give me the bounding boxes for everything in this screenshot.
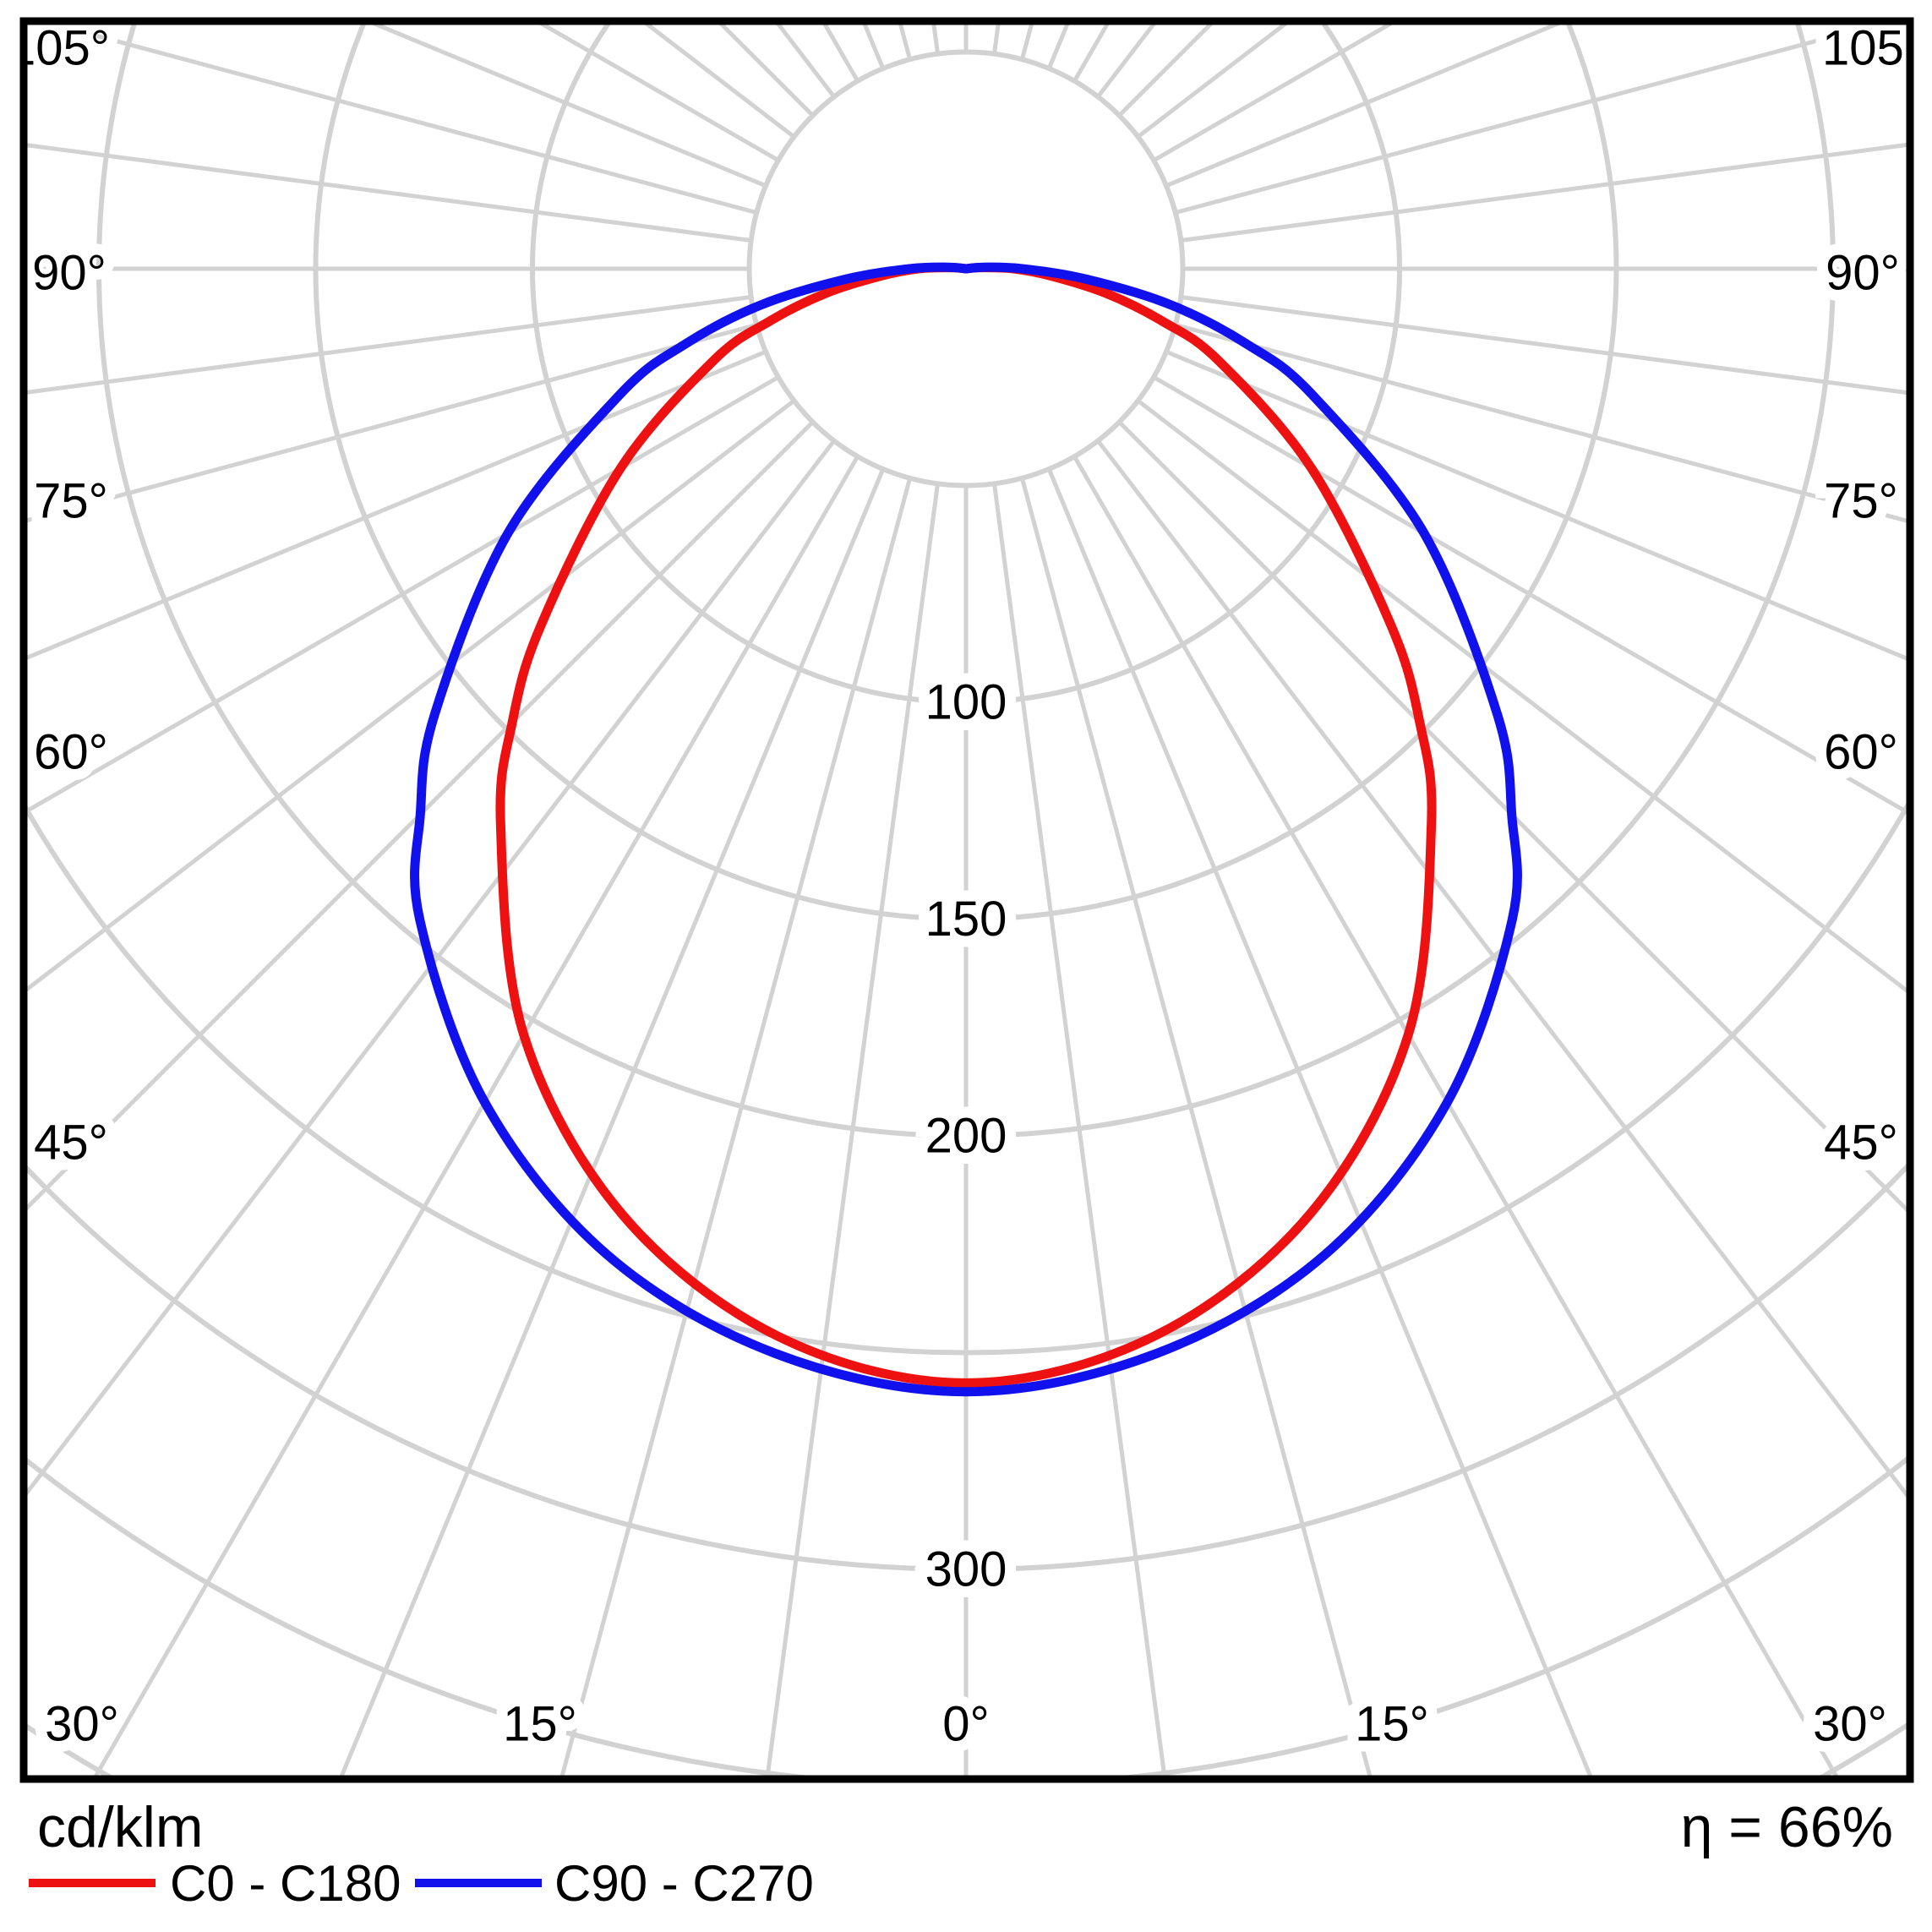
- angle-label-bottom-left-15: 15°: [503, 1697, 577, 1752]
- efficiency-label: η = 66%: [1680, 1795, 1893, 1859]
- angle-label-left-75: 75°: [34, 474, 108, 529]
- grid-spoke: [992, 483, 1167, 1776]
- angle-label-left-60: 60°: [34, 725, 108, 780]
- angle-label-bottom-left-30: 30°: [45, 1697, 119, 1752]
- grid-spoke: [27, 399, 796, 992]
- grid-spoke: [46, 25, 757, 216]
- legend-swatch-red: [29, 1879, 156, 1887]
- angle-label-bottom-0: 0°: [942, 1697, 989, 1752]
- grid-spoke: [339, 468, 886, 1776]
- plot-frame: [19, 17, 1914, 1783]
- grid-spoke: [27, 349, 767, 660]
- angle-label-right-60: 60°: [1824, 725, 1898, 780]
- ring-label-300: 300: [925, 1542, 1007, 1597]
- units-label: cd/klm: [37, 1795, 204, 1859]
- legend-label-c0-c180: C0 - C180: [170, 1854, 401, 1912]
- grid-spoke: [370, 25, 767, 188]
- series-curve-c90-c270: [410, 262, 1522, 1397]
- grid-spoke: [27, 322, 757, 523]
- angle-label-left-45: 45°: [34, 1116, 108, 1171]
- angle-label-bottom-right-30: 30°: [1813, 1697, 1887, 1752]
- grid-spoke: [1072, 455, 1839, 1776]
- grid-spoke: [27, 420, 815, 1211]
- grid-spoke: [1165, 349, 1907, 661]
- grid-spoke: [559, 478, 913, 1776]
- series-curve-c0-c180: [495, 263, 1437, 1388]
- grid-spoke: [1046, 25, 1070, 69]
- grid-spoke: [1175, 322, 1907, 523]
- grid-spoke: [27, 375, 780, 814]
- legend-swatch-blue: [415, 1879, 542, 1887]
- angle-label-left-90: 90°: [32, 246, 106, 301]
- ring-label-100: 100: [925, 675, 1007, 730]
- grid-spoke: [1019, 478, 1373, 1776]
- grid-spoke: [1117, 420, 1907, 1213]
- legend-item-c90-c270: C90 - C270: [415, 1854, 814, 1912]
- legend-label-c90-c270: C90 - C270: [554, 1854, 814, 1912]
- grid-spoke: [1175, 25, 1886, 216]
- grid-spoke: [765, 483, 940, 1776]
- grid-spoke: [93, 455, 860, 1776]
- angle-label-bottom-right-15: 15°: [1355, 1697, 1429, 1752]
- grid-spoke: [931, 25, 940, 55]
- grid-spoke: [1046, 468, 1593, 1776]
- grid-spoke: [27, 439, 836, 1496]
- ring-label-150: 150: [925, 892, 1007, 947]
- grid-spoke: [27, 143, 752, 243]
- legend-item-c0-c180: C0 - C180: [29, 1854, 401, 1912]
- grid-spoke: [1180, 295, 1907, 396]
- grid-spoke: [1180, 142, 1907, 243]
- grid-spoke: [1165, 25, 1562, 188]
- ring-label-200: 200: [925, 1109, 1007, 1164]
- angle-label-right-45: 45°: [1824, 1116, 1898, 1171]
- grid-spoke: [1096, 439, 1907, 1498]
- grid-spoke: [992, 25, 1001, 55]
- angle-label-right-75: 75°: [1824, 474, 1898, 529]
- grid-spoke: [862, 25, 886, 69]
- grid-spoke: [27, 295, 752, 395]
- grid-spoke: [1152, 375, 1907, 815]
- angle-label-right-90: 90°: [1826, 246, 1900, 301]
- grid-spoke: [1136, 399, 1907, 994]
